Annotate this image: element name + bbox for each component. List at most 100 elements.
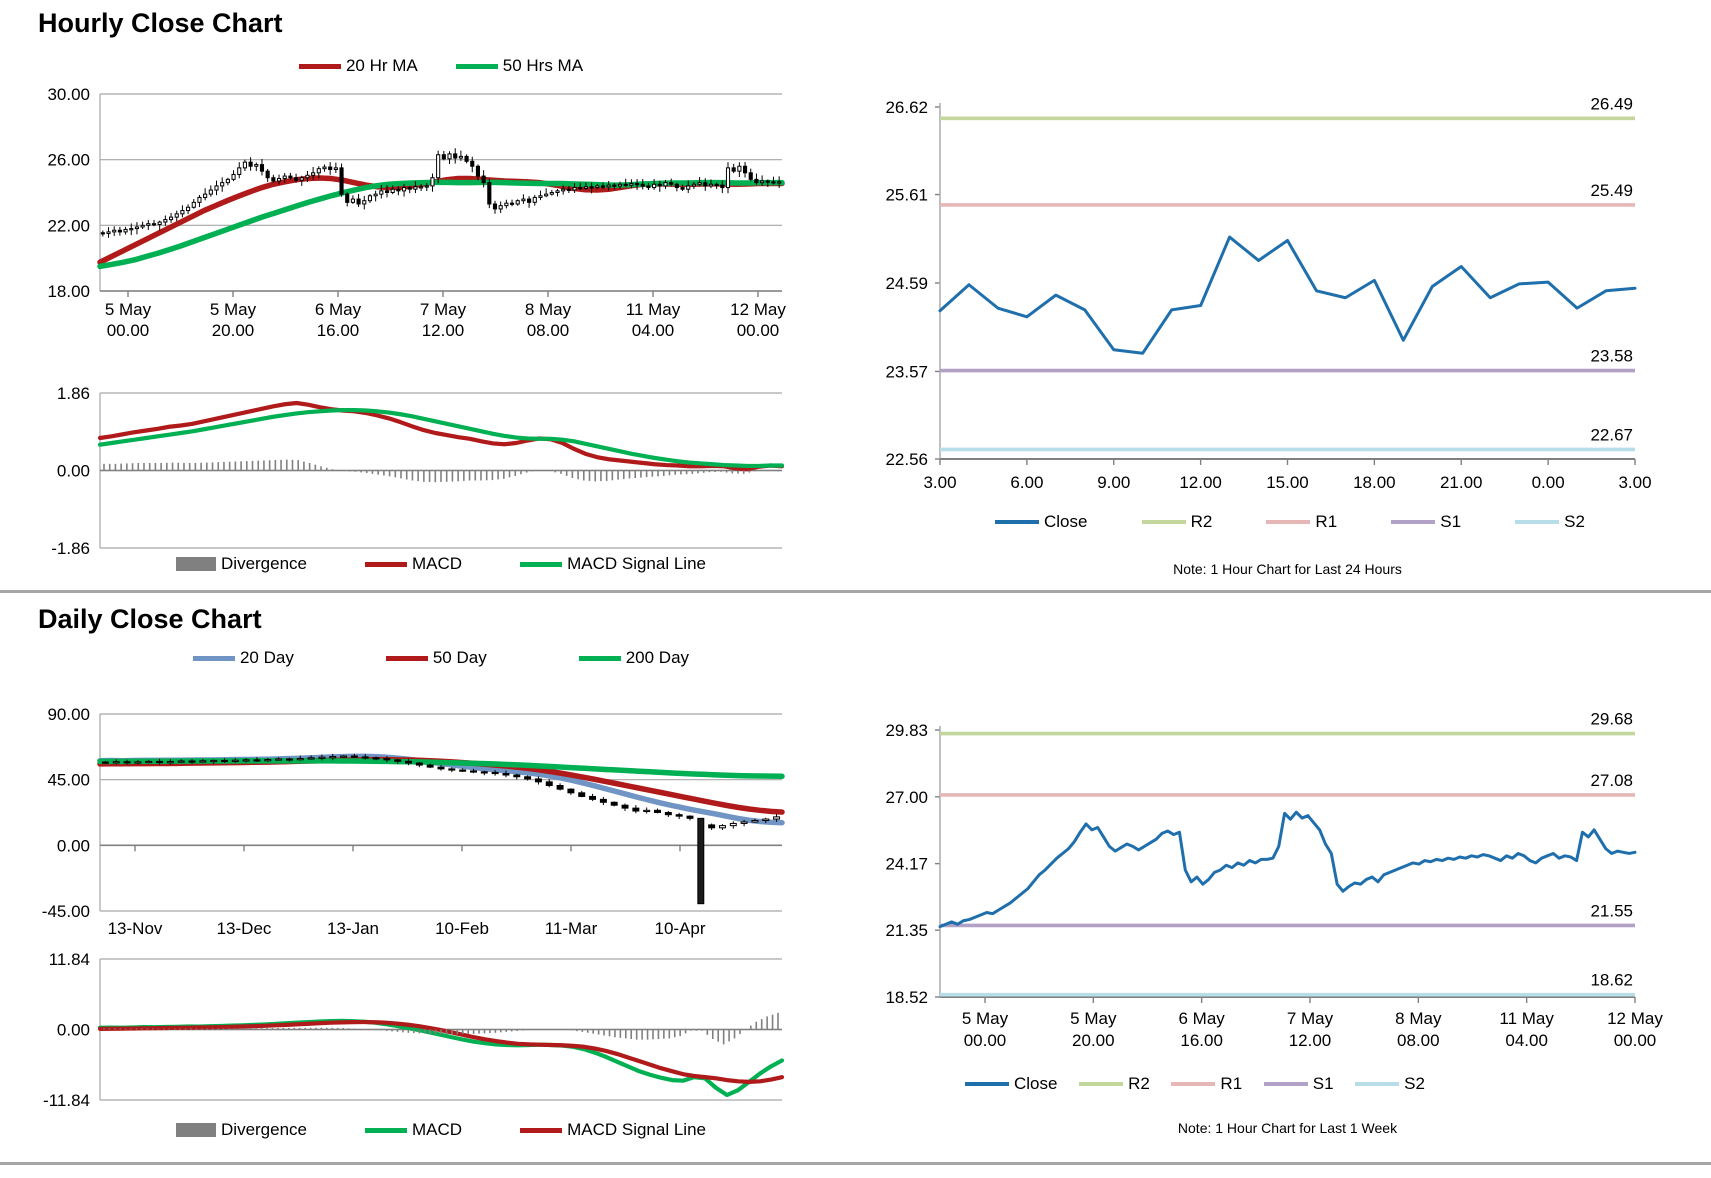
legend-label: R1 xyxy=(1315,512,1338,531)
legend-label: R2 xyxy=(1190,512,1213,531)
svg-text:00.00: 00.00 xyxy=(737,321,780,340)
svg-text:7 May: 7 May xyxy=(420,300,467,319)
legend-item-close: Close xyxy=(965,1074,1057,1094)
legend-label: MACD xyxy=(412,1120,463,1139)
20-day-swatch xyxy=(192,655,235,661)
r2-swatch xyxy=(1079,1082,1124,1086)
r1-swatch xyxy=(1171,1082,1216,1086)
svg-text:20.00: 20.00 xyxy=(212,321,255,340)
svg-text:16.00: 16.00 xyxy=(317,321,360,340)
s2-swatch xyxy=(1355,1082,1400,1086)
s1-swatch xyxy=(1263,1082,1308,1086)
20-hr-ma-line xyxy=(97,175,785,266)
legend-item-r1: R1 xyxy=(1266,512,1337,532)
svg-text:08.00: 08.00 xyxy=(1397,1031,1440,1050)
legend-label: Divergence xyxy=(221,554,308,573)
svg-text:6.00: 6.00 xyxy=(1010,473,1043,492)
legend-label: MACD xyxy=(412,554,463,573)
daily_price-candles xyxy=(101,753,781,905)
svg-text:24.59: 24.59 xyxy=(885,274,928,293)
legend-item-divergence: Divergence xyxy=(176,1120,307,1140)
legend-label: R2 xyxy=(1128,1074,1150,1093)
hourly_price-axes: 30.00 26.00 22.00 18.00 5 May 00.00 5 May 20.00… xyxy=(47,85,786,340)
svg-text:22.00: 22.00 xyxy=(47,216,90,235)
svg-text:16.00: 16.00 xyxy=(1180,1031,1223,1050)
legend-item-close: Close xyxy=(995,512,1087,532)
svg-text:12.00: 12.00 xyxy=(1289,1031,1332,1050)
svg-text:-11.84: -11.84 xyxy=(43,1091,90,1110)
legend-label: Close xyxy=(1014,1074,1058,1093)
legend-item-macd-signal-line: MACD Signal Line xyxy=(520,1120,706,1140)
svg-text:5 May: 5 May xyxy=(1070,1009,1117,1028)
legend-label: Divergence xyxy=(221,1120,308,1139)
close-line xyxy=(938,235,1637,355)
svg-text:00.00: 00.00 xyxy=(964,1031,1007,1050)
legend-label: 20 Hr MA xyxy=(345,56,418,75)
legend-label: R1 xyxy=(1220,1074,1243,1093)
svg-text:12 May: 12 May xyxy=(1607,1009,1663,1028)
svg-text:24.17: 24.17 xyxy=(885,855,928,874)
hourly_macd-plot xyxy=(97,400,785,472)
legend-item-macd-signal-line: MACD Signal Line xyxy=(520,554,706,574)
hourly_macd-axes: 1.86 0.00 -1.86 xyxy=(51,384,782,558)
legend-label: S2 xyxy=(1564,512,1585,531)
svg-text:-1.86: -1.86 xyxy=(51,539,90,558)
svg-text:12.00: 12.00 xyxy=(422,321,465,340)
svg-text:13-Nov: 13-Nov xyxy=(108,919,163,938)
legend-label: 50 Hrs MA xyxy=(502,56,584,75)
svg-text:25.49: 25.49 xyxy=(1590,181,1633,200)
200-day-swatch xyxy=(578,655,621,661)
legend-label: Close xyxy=(1044,512,1088,531)
legend-item-50-day: 50 Day xyxy=(385,648,487,668)
svg-text:10-Apr: 10-Apr xyxy=(654,919,705,938)
legend-item-s2: S2 xyxy=(1355,1074,1425,1094)
svg-text:21.00: 21.00 xyxy=(1440,473,1483,492)
bottom-divider xyxy=(0,1162,1711,1165)
svg-text:00.00: 00.00 xyxy=(1614,1031,1657,1050)
legend-label: 20 Day xyxy=(239,648,294,667)
svg-text:8 May: 8 May xyxy=(525,300,572,319)
svg-text:1.86: 1.86 xyxy=(57,384,90,403)
daily_price-axes: 90.00 45.00 0.00 -45.00 13-Nov 13-Dec 13-Jan 10… xyxy=(42,705,782,938)
svg-text:08.00: 08.00 xyxy=(527,321,570,340)
legend-item-200-day: 200 Day xyxy=(578,648,689,668)
svg-text:10-Feb: 10-Feb xyxy=(435,919,489,938)
svg-text:9.00: 9.00 xyxy=(1097,473,1130,492)
hourly_price-plot xyxy=(97,175,785,270)
macd-signal-line-line xyxy=(97,407,785,469)
svg-text:45.00: 45.00 xyxy=(47,771,90,790)
svg-text:00.00: 00.00 xyxy=(107,321,150,340)
svg-text:0.00: 0.00 xyxy=(1532,473,1565,492)
legend-item-r1: R1 xyxy=(1171,1074,1242,1094)
macd-line xyxy=(97,400,785,472)
svg-text:23.58: 23.58 xyxy=(1590,347,1633,366)
legend-label: 50 Day xyxy=(432,648,487,667)
svg-text:3.00: 3.00 xyxy=(923,473,956,492)
legend-label: S2 xyxy=(1404,1074,1425,1093)
section-divider xyxy=(0,590,1711,593)
svg-text:21.55: 21.55 xyxy=(1590,901,1633,920)
macd-signal-line-swatch xyxy=(520,1127,563,1133)
svg-text:5 May: 5 May xyxy=(210,300,257,319)
macd-swatch xyxy=(365,561,408,567)
macd-swatch xyxy=(365,1127,408,1133)
svg-text:5 May: 5 May xyxy=(962,1009,1009,1028)
svg-text:20.00: 20.00 xyxy=(1072,1031,1115,1050)
legend-item-macd: MACD xyxy=(365,554,462,574)
hourly-section-title: Hourly Close Chart xyxy=(38,8,283,38)
svg-text:11 May: 11 May xyxy=(626,300,681,319)
legend-item-20-hr-ma: 20 Hr MA xyxy=(298,56,418,76)
divergence-swatch xyxy=(176,557,217,571)
svg-text:7 May: 7 May xyxy=(1287,1009,1334,1028)
hourly-pivot-note: Note: 1 Hour Chart for Last 24 Hours xyxy=(1173,561,1402,577)
svg-text:12.00: 12.00 xyxy=(1179,473,1222,492)
svg-text:04.00: 04.00 xyxy=(1505,1031,1548,1050)
svg-text:5 May: 5 May xyxy=(105,300,152,319)
svg-text:11.84: 11.84 xyxy=(49,950,90,969)
50-day-swatch xyxy=(385,655,428,661)
svg-text:18.00: 18.00 xyxy=(1353,473,1396,492)
20-hr-ma-swatch xyxy=(298,63,341,69)
50-hrs-ma-swatch xyxy=(455,63,498,69)
daily-pivot-note: Note: 1 Hour Chart for Last 1 Week xyxy=(1177,1120,1398,1136)
legend-label: S1 xyxy=(1440,512,1462,531)
